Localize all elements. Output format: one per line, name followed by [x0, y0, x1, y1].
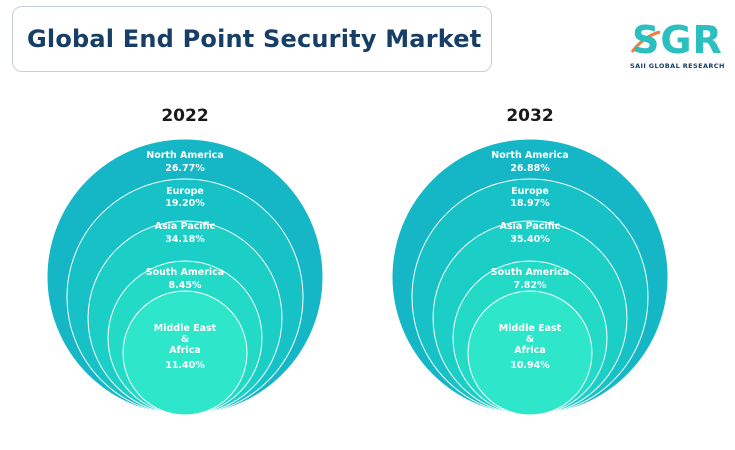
- region-label: Asia Pacific: [500, 221, 561, 232]
- region-label: North America: [146, 150, 223, 161]
- chart-year-title: 2022: [161, 106, 208, 126]
- region-value-label: 26.77%: [165, 163, 205, 174]
- chart-year-title: 2032: [506, 106, 553, 126]
- region-label: Middle East: [154, 323, 217, 334]
- region-label: Africa: [169, 345, 200, 356]
- region-value-label: 11.40%: [165, 360, 205, 371]
- region-value-label: 8.45%: [169, 280, 202, 291]
- region-value-label: 35.40%: [510, 234, 550, 245]
- logo-swoosh-icon: [630, 30, 661, 53]
- region-label: Asia Pacific: [155, 221, 216, 232]
- title-box: Global End Point Security Market: [12, 6, 492, 72]
- region-value-label: 26.88%: [510, 163, 550, 174]
- page-title: Global End Point Security Market: [27, 25, 482, 53]
- region-label: North America: [491, 150, 568, 161]
- region-value-label: 10.94%: [510, 360, 550, 371]
- region-circle: [122, 290, 248, 416]
- region-label: South America: [146, 267, 224, 278]
- logo-subtitle: SAII GLOBAL RESEARCH: [630, 62, 725, 70]
- region-label: &: [181, 334, 189, 345]
- region-circle: [467, 290, 593, 416]
- region-label: Europe: [166, 186, 204, 197]
- region-label: Africa: [514, 345, 545, 356]
- region-value-label: 7.82%: [514, 280, 547, 291]
- logo-wordmark: SGR: [632, 18, 723, 62]
- region-value-label: 18.97%: [510, 198, 550, 209]
- region-label: Middle East: [499, 323, 562, 334]
- region-value-label: 34.18%: [165, 234, 205, 245]
- region-value-label: 19.20%: [165, 198, 205, 209]
- region-label: Europe: [511, 186, 549, 197]
- region-label: &: [526, 334, 534, 345]
- region-label: South America: [491, 267, 569, 278]
- sgr-logo: SGR SAII GLOBAL RESEARCH: [630, 18, 725, 73]
